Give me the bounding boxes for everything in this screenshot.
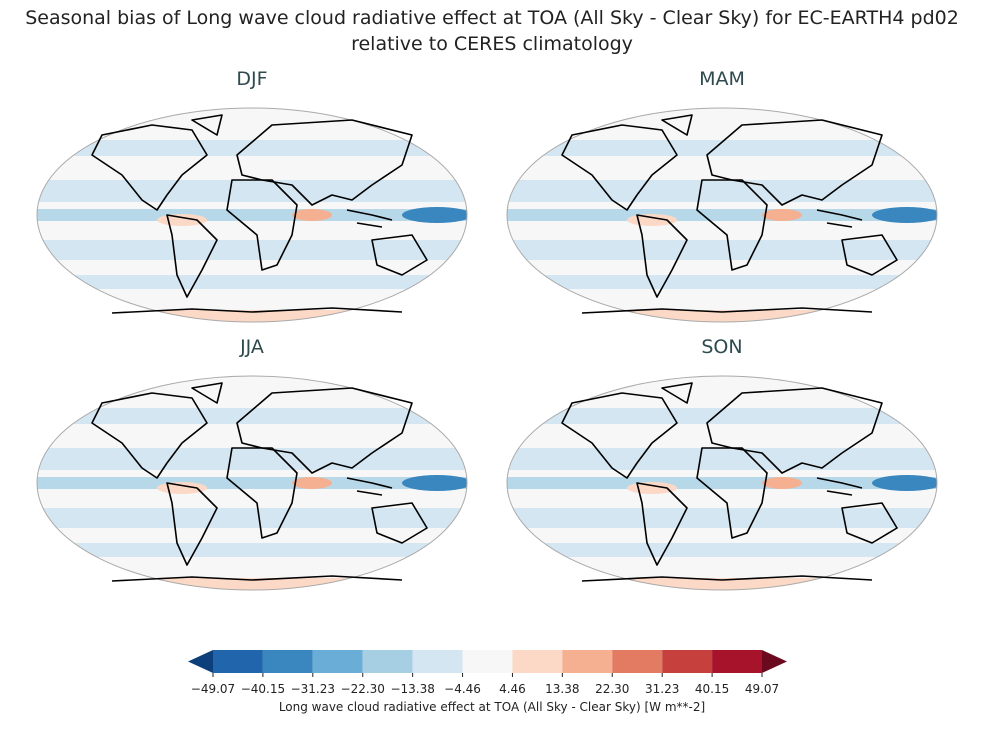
panel-title: DJF xyxy=(236,68,267,90)
colorbar-box xyxy=(362,650,413,673)
subtitle: relative to CERES climatology xyxy=(351,33,633,55)
colorbar-box xyxy=(612,650,663,673)
map xyxy=(37,376,472,590)
map xyxy=(507,376,942,590)
colorbar-tick-label: 49.07 xyxy=(745,682,779,696)
colorbar-label: Long wave cloud radiative effect at TOA … xyxy=(279,700,705,714)
map xyxy=(507,108,942,322)
colorbar-tick-label: −13.38 xyxy=(390,682,434,696)
colorbar-tick-label: −4.46 xyxy=(444,682,481,696)
colorbar-tick-label: 13.38 xyxy=(545,682,579,696)
colorbar-tick-label: −40.15 xyxy=(241,682,285,696)
map xyxy=(37,108,472,322)
colorbar-box xyxy=(712,650,762,673)
colorbar-box xyxy=(312,650,363,673)
colorbar-extend-high xyxy=(762,650,787,673)
colorbar-box xyxy=(262,650,313,673)
panel-title: SON xyxy=(701,336,742,358)
colorbar-tick-label: −31.23 xyxy=(291,682,335,696)
colorbar-box xyxy=(512,650,563,673)
colorbar-box xyxy=(213,650,263,673)
colorbar-box xyxy=(462,650,513,673)
colorbar-extend-low xyxy=(188,650,213,673)
colorbar-tick-label: 40.15 xyxy=(695,682,729,696)
colorbar-tick-label: 31.23 xyxy=(645,682,679,696)
colorbar-tick-label: 4.46 xyxy=(499,682,526,696)
panel-title: JJA xyxy=(239,336,264,358)
title: Seasonal bias of Long wave cloud radiati… xyxy=(25,7,959,29)
colorbar-box xyxy=(662,650,713,673)
colorbar-box xyxy=(562,650,613,673)
colorbar-tick-label: 22.30 xyxy=(595,682,629,696)
colorbar-tick-label: −49.07 xyxy=(191,682,235,696)
colorbar-tick-label: −22.30 xyxy=(341,682,385,696)
colorbar-box xyxy=(412,650,463,673)
panel-title: MAM xyxy=(699,68,745,90)
